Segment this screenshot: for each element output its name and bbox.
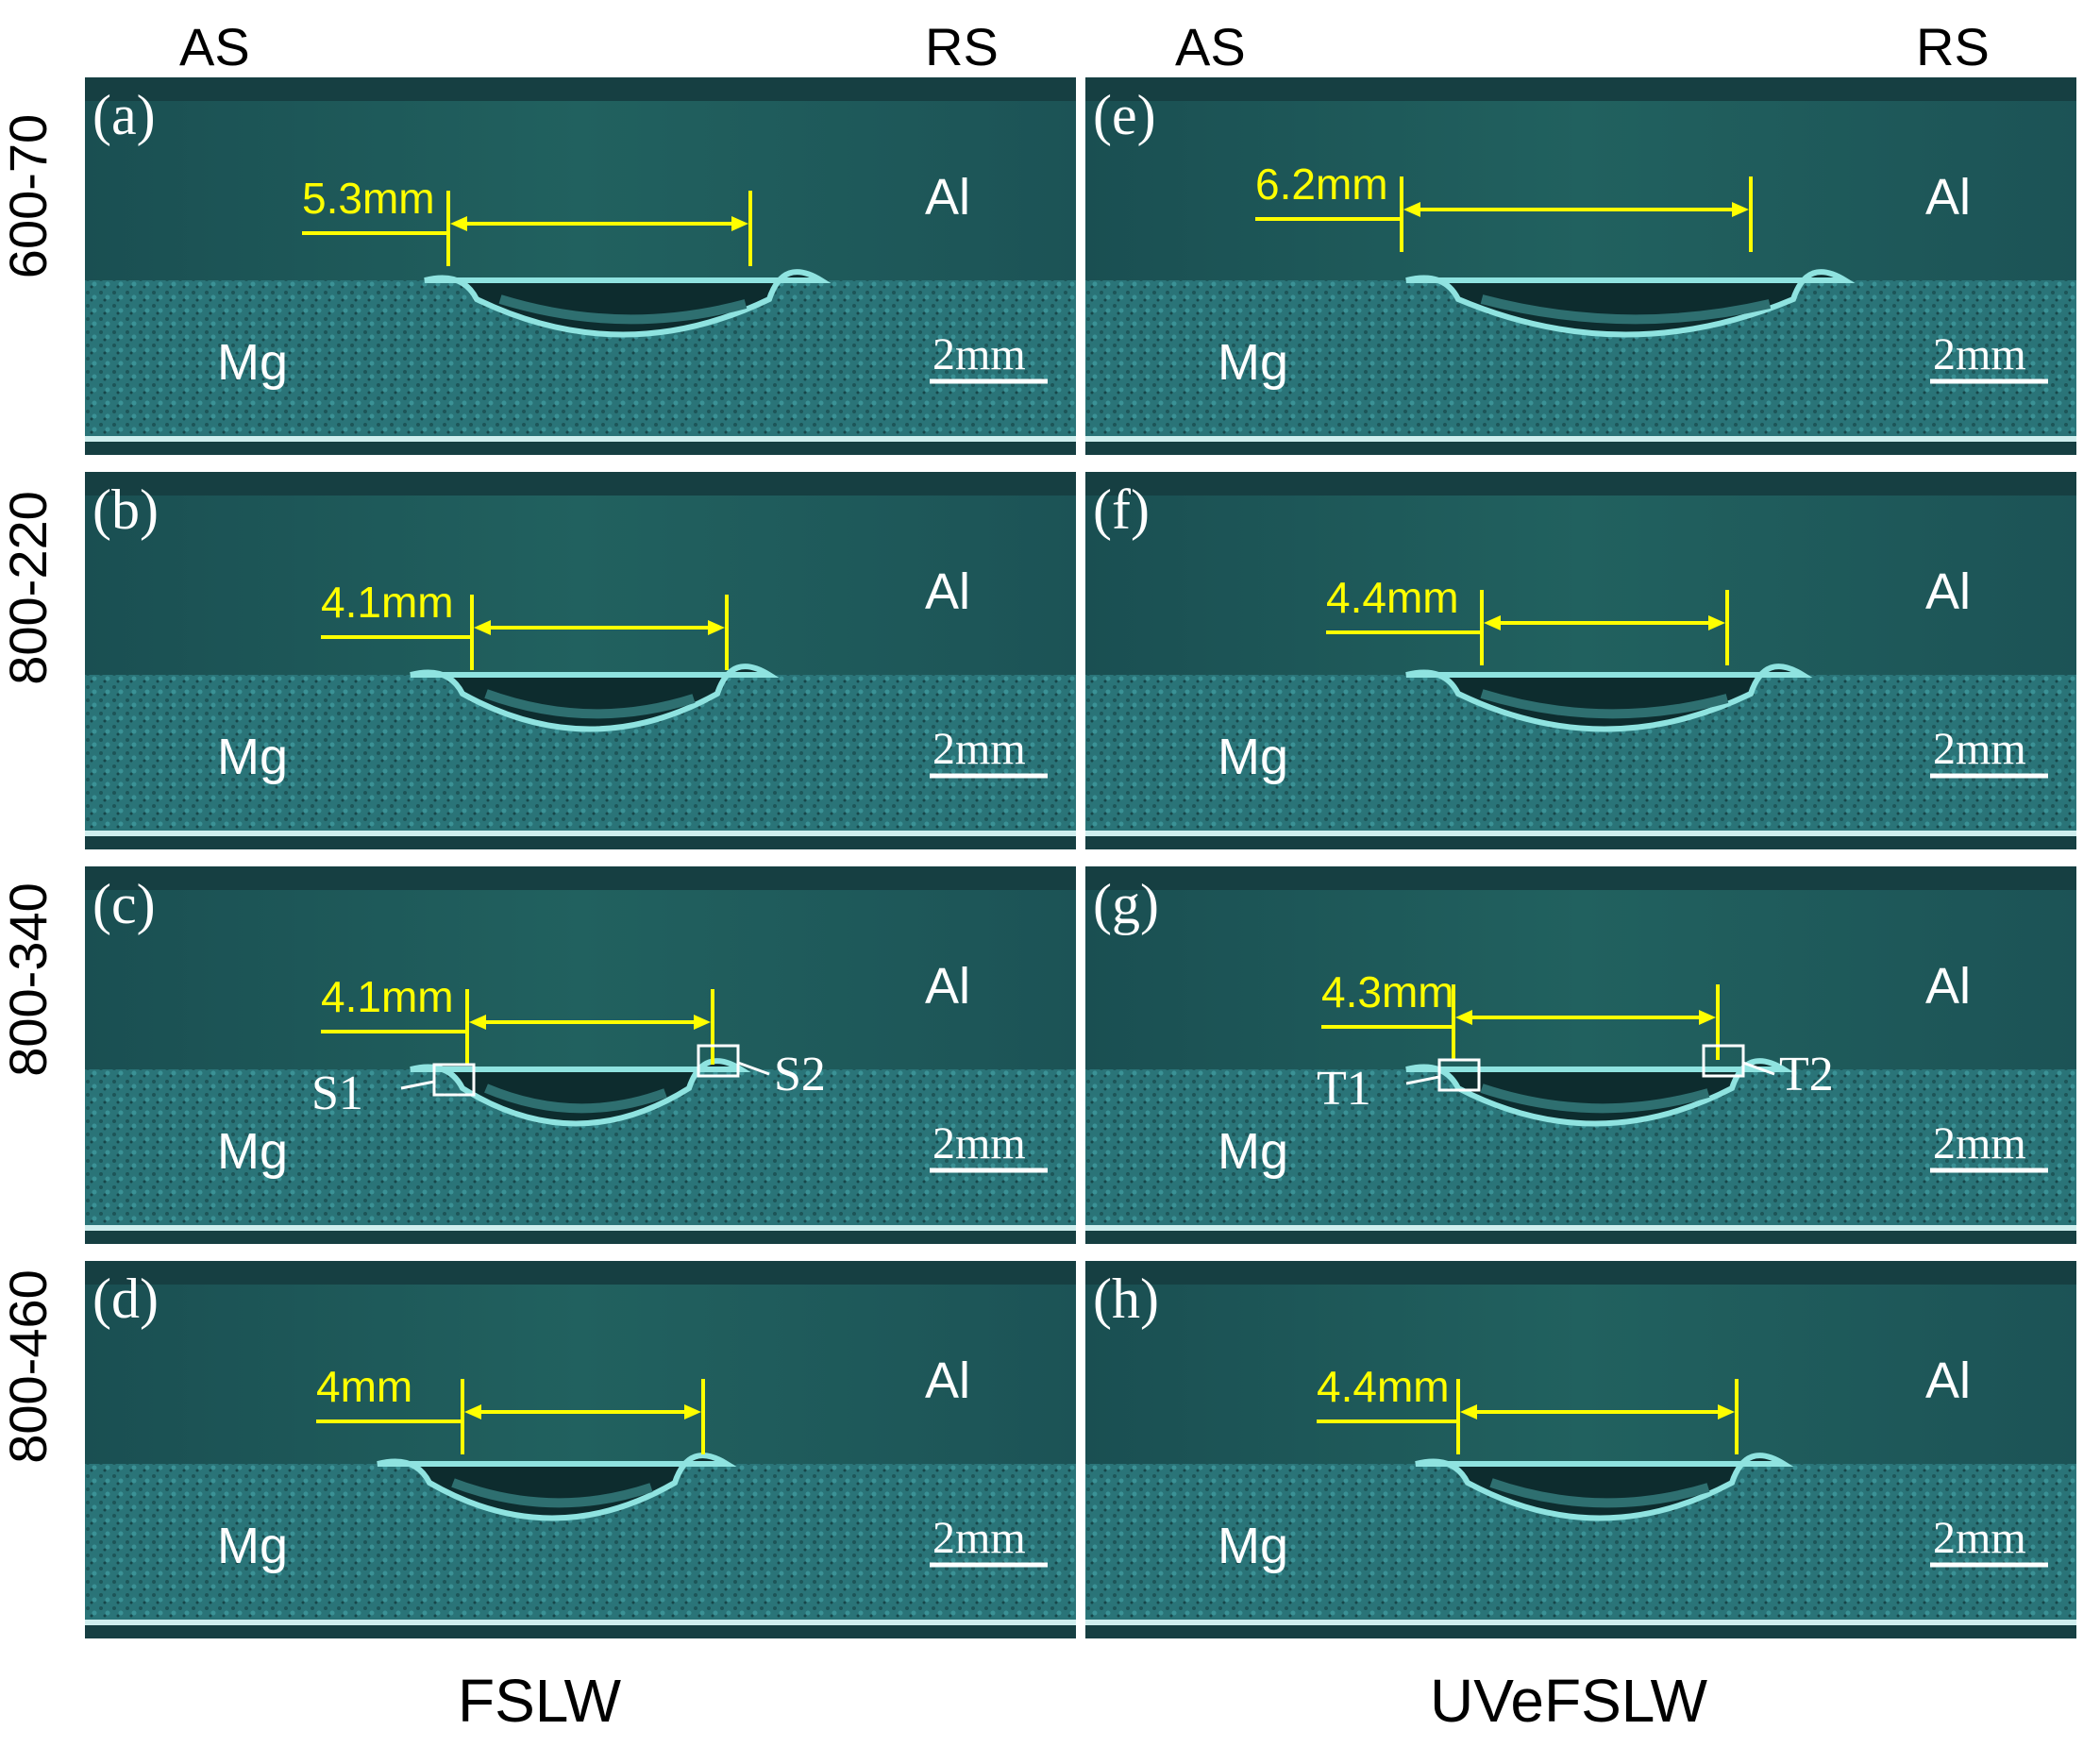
scale-bar-label: 2mm (932, 1513, 1026, 1563)
column-label-uvefslw: UVeFSLW (1430, 1667, 1707, 1735)
al-label: Al (1925, 169, 1972, 226)
measure-label: 4.1mm (321, 972, 454, 1021)
measure-label: 4.3mm (1321, 967, 1454, 1016)
panel-label: (f) (1093, 479, 1150, 541)
al-label: Al (925, 958, 971, 1015)
region-label-2: S2 (774, 1048, 826, 1101)
measure-label: 4.1mm (321, 578, 454, 627)
micrograph-panel: (h) Al Mg 4.4mm 2mm (1085, 1261, 2076, 1638)
micrograph-image (1085, 77, 2076, 455)
micrograph-image (1085, 472, 2076, 849)
al-label: Al (1925, 1352, 1972, 1409)
region-label-1: S1 (311, 1067, 363, 1120)
scale-bar-label: 2mm (932, 724, 1026, 774)
micrograph-image (1085, 866, 2076, 1244)
panel-label: (d) (92, 1268, 159, 1330)
micrograph-panel: (d) Al Mg 4mm 2mm (85, 1261, 1076, 1638)
region-label-1: T1 (1317, 1062, 1371, 1116)
right-as-header: AS (1175, 17, 1246, 76)
mg-label: Mg (1218, 334, 1289, 391)
row-label-1: 600-70 (0, 113, 58, 279)
mg-label: Mg (217, 729, 289, 785)
micrograph-image (85, 866, 1076, 1244)
micrograph-panel: (c) Al Mg 4.1mm 2mm S1 S2 (85, 866, 1076, 1244)
micrograph-image (85, 472, 1076, 849)
scale-bar-label: 2mm (1933, 1118, 2026, 1168)
mg-label: Mg (1218, 1518, 1289, 1574)
panel-label: (a) (92, 84, 156, 146)
scale-bar-label: 2mm (1933, 724, 2026, 774)
mg-label: Mg (217, 1518, 289, 1574)
row-label-4: 800-460 (0, 1269, 58, 1464)
scale-bar-label: 2mm (932, 329, 1026, 379)
al-label: Al (1925, 958, 1972, 1015)
al-label: Al (925, 563, 971, 620)
measure-label: 4.4mm (1317, 1362, 1450, 1411)
mg-label: Mg (217, 334, 289, 391)
scale-bar-label: 2mm (1933, 1513, 2026, 1563)
micrograph-panel: (a) Al Mg 5.3mm 2mm (85, 77, 1076, 455)
mg-label: Mg (1218, 729, 1289, 785)
scale-bar-label: 2mm (1933, 329, 2026, 379)
panel-label: (g) (1093, 873, 1159, 935)
mg-label: Mg (1218, 1123, 1289, 1180)
region-label-2: T2 (1779, 1048, 1834, 1101)
micrograph-panel: (b) Al Mg 4.1mm 2mm (85, 472, 1076, 849)
panel-label: (h) (1093, 1268, 1159, 1330)
row-label-3: 800-340 (0, 882, 58, 1077)
al-label: Al (1925, 563, 1972, 620)
micrograph-image (85, 1261, 1076, 1638)
row-label-2: 800-220 (0, 491, 58, 685)
column-label-fslw: FSLW (458, 1667, 622, 1735)
measure-label: 5.3mm (302, 174, 435, 223)
panel-label: (c) (92, 873, 156, 935)
micrograph-panel: (g) Al Mg 4.3mm 2mm T1 T2 (1085, 866, 2076, 1244)
al-label: Al (925, 169, 971, 226)
panel-label: (e) (1093, 84, 1156, 146)
measure-label: 6.2mm (1255, 160, 1388, 209)
micrograph-panel: (e) Al Mg 6.2mm 2mm (1085, 77, 2076, 455)
measure-label: 4mm (316, 1362, 413, 1411)
micrograph-image (85, 77, 1076, 455)
left-rs-header: RS (925, 17, 999, 76)
measure-label: 4.4mm (1326, 573, 1459, 622)
panel-label: (b) (92, 479, 159, 541)
mg-label: Mg (217, 1123, 289, 1180)
scale-bar-label: 2mm (932, 1118, 1026, 1168)
left-as-header: AS (179, 17, 250, 76)
micrograph-image (1085, 1261, 2076, 1638)
al-label: Al (925, 1352, 971, 1409)
micrograph-panel: (f) Al Mg 4.4mm 2mm (1085, 472, 2076, 849)
right-rs-header: RS (1916, 17, 1990, 76)
